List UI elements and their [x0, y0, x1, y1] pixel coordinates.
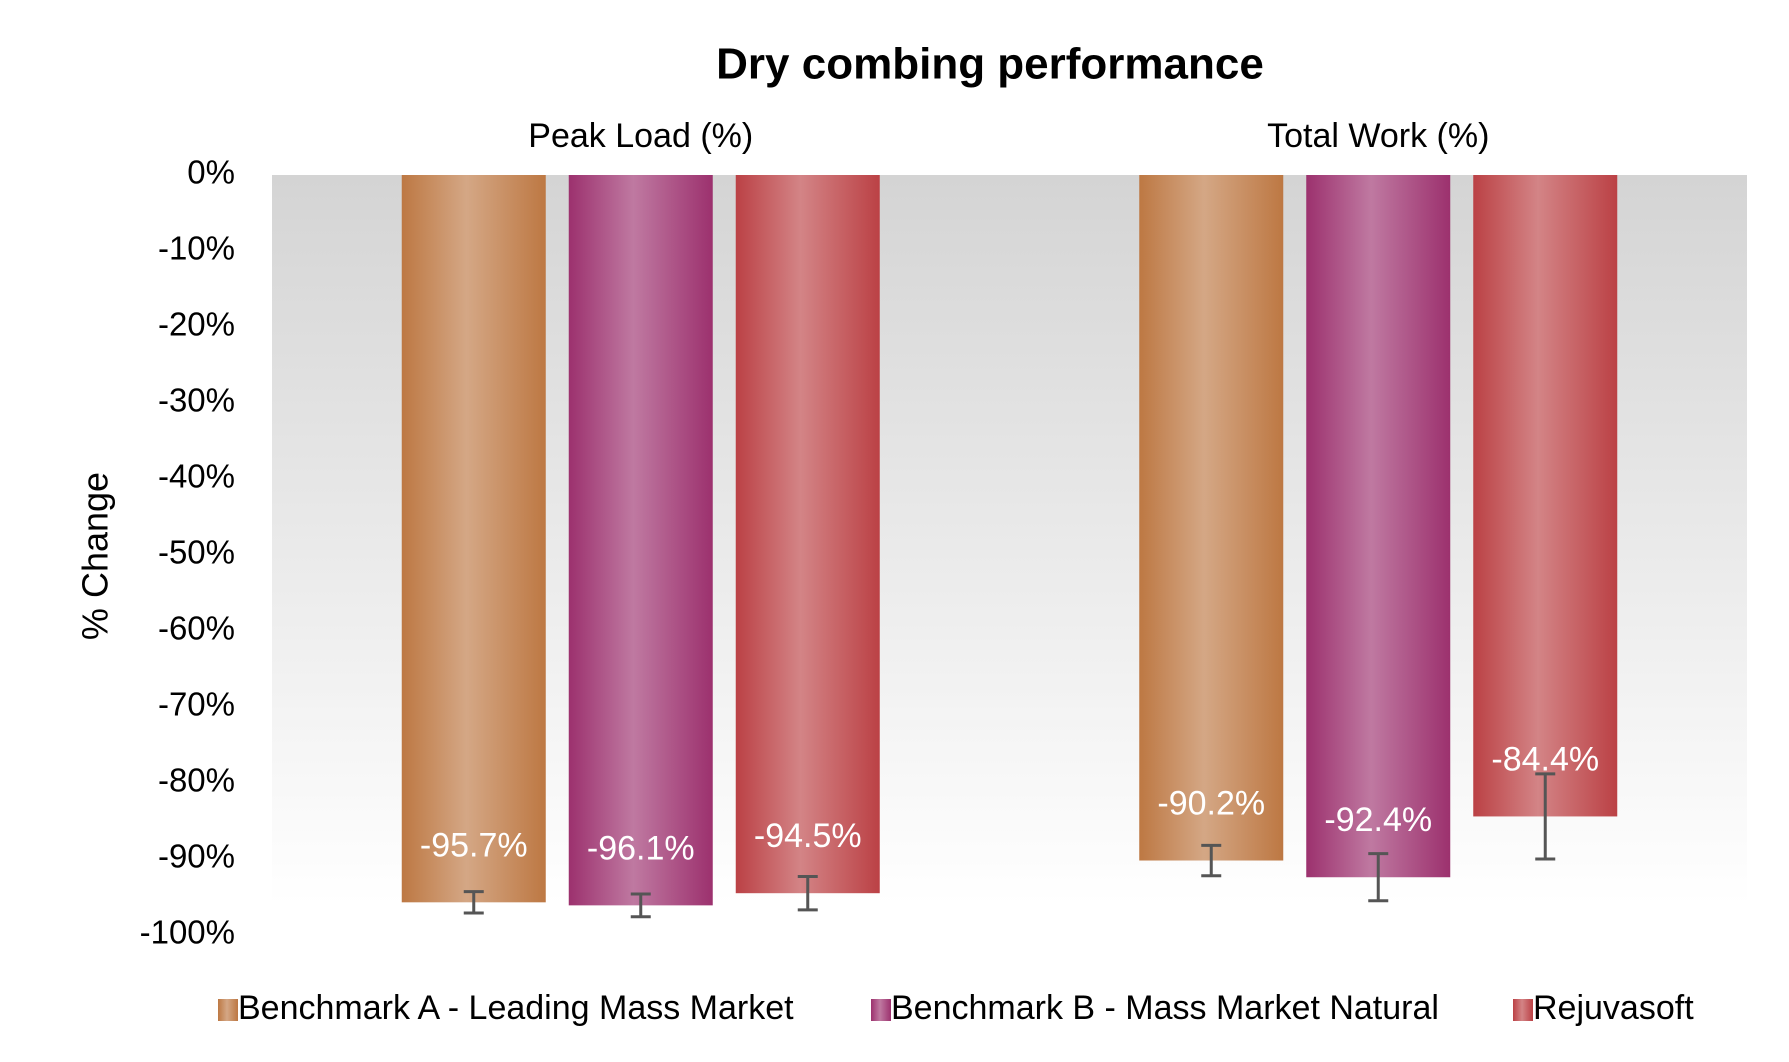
error-bar [1368, 852, 1389, 903]
y-tick-label: -30% [158, 382, 235, 419]
chart-title: Dry combing performance [716, 40, 1264, 89]
value-label: -92.4% [1324, 801, 1432, 839]
y-tick-label: -60% [158, 610, 235, 647]
y-tick-label: -90% [158, 838, 235, 875]
error-bar [463, 890, 484, 915]
value-label: -95.7% [420, 826, 528, 864]
legend-label: Benchmark A - Leading Mass Market [238, 989, 794, 1027]
category-label: Total Work (%) [1267, 117, 1489, 155]
y-tick-label: -70% [158, 686, 235, 723]
y-tick-label: -20% [158, 306, 235, 343]
y-axis-label: % Change [75, 472, 116, 640]
legend-swatch [218, 999, 238, 1021]
bar [401, 175, 546, 903]
y-tick-label: -10% [158, 230, 235, 267]
error-bar [630, 892, 651, 919]
bar [568, 175, 713, 906]
value-label: -94.5% [754, 817, 862, 855]
error-bar [1201, 843, 1222, 878]
error-bar [797, 874, 818, 912]
value-label: -90.2% [1157, 785, 1265, 823]
y-tick-label: -50% [158, 534, 235, 571]
category-label: Peak Load (%) [528, 117, 753, 155]
bar [1473, 175, 1618, 817]
bar [1306, 175, 1451, 878]
legend-label: Benchmark B - Mass Market Natural [891, 989, 1439, 1027]
error-bar [1535, 772, 1556, 861]
y-tick-label: -80% [158, 762, 235, 799]
legend-swatch [871, 999, 891, 1021]
value-label: -84.4% [1491, 740, 1599, 778]
value-label: -96.1% [587, 829, 695, 867]
bar [1139, 175, 1284, 861]
legend-swatch [1513, 999, 1533, 1021]
bar [735, 175, 880, 894]
y-tick-label: -100% [140, 914, 235, 951]
y-tick-label: -40% [158, 458, 235, 495]
legend-label: Rejuvasoft [1533, 989, 1694, 1027]
y-tick-label: 0% [187, 154, 235, 191]
